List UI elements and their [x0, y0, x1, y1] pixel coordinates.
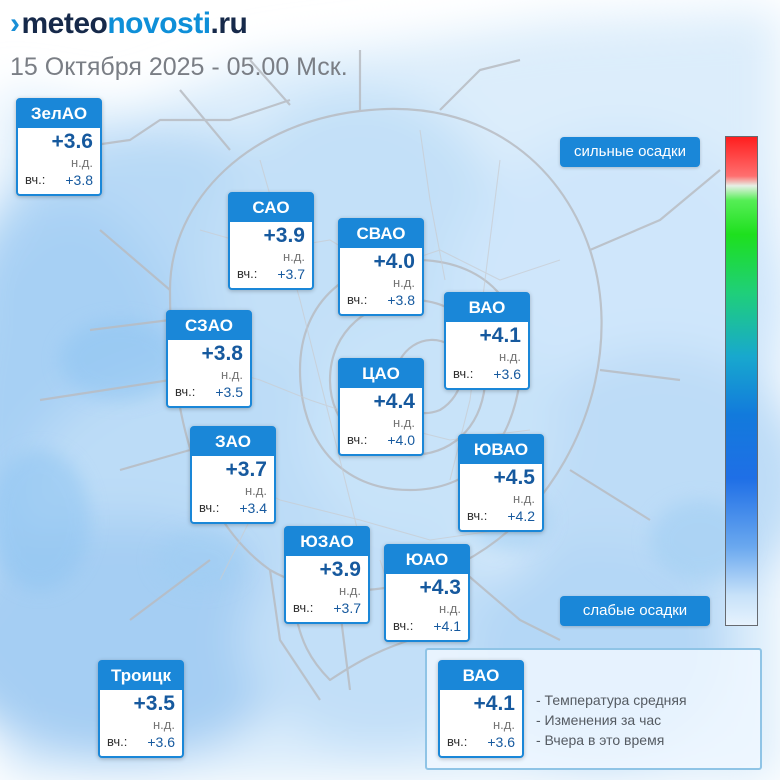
district-card-yuzao[interactable]: ЮЗАО +3.9 н.д. вч.: +3.7	[284, 526, 370, 624]
district-temperature: +4.1	[479, 324, 521, 347]
district-card-zao[interactable]: ЗАО +3.7 н.д. вч.: +3.4	[190, 426, 276, 524]
district-name: ЦАО	[340, 360, 422, 388]
yesterday-value: +3.6	[493, 366, 521, 382]
legend-line-hourly-change: - Изменения за час	[536, 712, 662, 728]
district-hourly-change: н.д.	[499, 349, 521, 364]
district-hourly-change: н.д.	[393, 415, 415, 430]
district-hourly-change: н.д.	[393, 275, 415, 290]
logo-text-meteo: meteo	[21, 7, 108, 40]
district-yesterday-row: вч.: +3.7	[230, 264, 312, 284]
yesterday-label: вч.:	[25, 172, 46, 187]
district-card-svao[interactable]: СВАО +4.0 н.д. вч.: +3.8	[338, 218, 424, 316]
district-temperature: +3.7	[225, 458, 267, 481]
district-name: ЮАО	[386, 546, 468, 574]
district-card-zelao[interactable]: ЗелАО +3.6 н.д. вч.: +3.8	[16, 98, 102, 196]
district-temperature: +4.1	[473, 692, 515, 715]
district-yesterday-row: вч.: +4.0	[340, 430, 422, 450]
district-card-sao[interactable]: САО +3.9 н.д. вч.: +3.7	[228, 192, 314, 290]
district-name: ЮВАО	[460, 436, 542, 464]
district-temperature: +3.6	[51, 130, 93, 153]
district-hourly-change: н.д.	[283, 249, 305, 264]
district-temperature: +3.8	[201, 342, 243, 365]
district-hourly-change: н.д.	[221, 367, 243, 382]
district-yesterday-row: вч.: +3.5	[168, 382, 250, 402]
district-name: Троицк	[100, 662, 182, 690]
yesterday-label: вч.:	[447, 734, 468, 749]
district-name: ВАО	[440, 662, 522, 690]
yesterday-value: +3.7	[277, 266, 305, 282]
legend-line-average-temperature: - Температура средняя	[536, 692, 687, 708]
district-name: ЗелАО	[18, 100, 100, 128]
district-temperature: +3.5	[133, 692, 175, 715]
district-yesterday-row: вч.: +3.4	[192, 498, 274, 518]
yesterday-value: +3.4	[239, 500, 267, 516]
district-hourly-change: н.д.	[439, 601, 461, 616]
district-card-szao[interactable]: СЗАО +3.8 н.д. вч.: +3.5	[166, 310, 252, 408]
yesterday-label: вч.:	[107, 734, 128, 749]
yesterday-value: +3.7	[333, 600, 361, 616]
yesterday-value: +3.6	[147, 734, 175, 750]
heavy-precipitation-label: сильные осадки	[560, 137, 700, 167]
report-datetime: 15 Октября 2025 - 05.00 Мск.	[10, 53, 348, 81]
district-yesterday-row: вч.: +3.7	[286, 598, 368, 618]
light-precipitation-label: слабые осадки	[560, 596, 710, 626]
district-name: ВАО	[446, 294, 528, 322]
district-temperature: +4.4	[373, 390, 415, 413]
district-hourly-change: н.д.	[339, 583, 361, 598]
logo-mark: ›	[10, 7, 20, 40]
yesterday-label: вч.:	[453, 366, 474, 381]
logo-text-ru: .ru	[210, 7, 248, 40]
district-hourly-change: н.д.	[493, 717, 515, 732]
district-name: ЗАО	[192, 428, 274, 456]
district-hourly-change: н.д.	[513, 491, 535, 506]
district-name: САО	[230, 194, 312, 222]
district-hourly-change: н.д.	[153, 717, 175, 732]
yesterday-value: +3.8	[65, 172, 93, 188]
yesterday-label: вч.:	[347, 432, 368, 447]
precipitation-color-scale	[725, 136, 758, 626]
district-card-cao[interactable]: ЦАО +4.4 н.д. вч.: +4.0	[338, 358, 424, 456]
district-yesterday-row: вч.: +3.8	[18, 170, 100, 190]
yesterday-value: +3.5	[215, 384, 243, 400]
district-temperature: +3.9	[263, 224, 305, 247]
yesterday-label: вч.:	[237, 266, 258, 281]
yesterday-label: вч.:	[199, 500, 220, 515]
district-temperature: +3.9	[319, 558, 361, 581]
district-name: СЗАО	[168, 312, 250, 340]
yesterday-label: вч.:	[347, 292, 368, 307]
district-card-troitsk[interactable]: Троицк +3.5 н.д. вч.: +3.6	[98, 660, 184, 758]
yesterday-value: +4.0	[387, 432, 415, 448]
site-logo[interactable]: ›meteonovosti.ru	[10, 6, 248, 42]
yesterday-label: вч.:	[175, 384, 196, 399]
yesterday-value: +3.6	[487, 734, 515, 750]
yesterday-value: +4.2	[507, 508, 535, 524]
district-card-vao[interactable]: ВАО +4.1 н.д. вч.: +3.6	[444, 292, 530, 390]
yesterday-label: вч.:	[393, 618, 414, 633]
district-temperature: +4.5	[493, 466, 535, 489]
yesterday-label: вч.:	[467, 508, 488, 523]
district-hourly-change: н.д.	[245, 483, 267, 498]
district-temperature: +4.0	[373, 250, 415, 273]
district-card-yuao[interactable]: ЮАО +4.3 н.д. вч.: +4.1	[384, 544, 470, 642]
district-yesterday-row: вч.: +3.8	[340, 290, 422, 310]
district-name: ЮЗАО	[286, 528, 368, 556]
yesterday-value: +4.1	[433, 618, 461, 634]
legend-descriptions: - Температура средняя - Изменения за час…	[536, 690, 687, 750]
legend-sample-card: ВАО +4.1 н.д. вч.: +3.6	[438, 660, 524, 758]
district-yesterday-row: вч.: +4.1	[386, 616, 468, 636]
district-yesterday-row: вч.: +4.2	[460, 506, 542, 526]
district-yesterday-row: вч.: +3.6	[440, 732, 522, 752]
district-yesterday-row: вч.: +3.6	[446, 364, 528, 384]
district-name: СВАО	[340, 220, 422, 248]
district-hourly-change: н.д.	[71, 155, 93, 170]
logo-text-novosti: novosti	[107, 7, 211, 40]
legend-line-yesterday: - Вчера в это время	[536, 732, 665, 748]
district-yesterday-row: вч.: +3.6	[100, 732, 182, 752]
district-card-yuvao[interactable]: ЮВАО +4.5 н.д. вч.: +4.2	[458, 434, 544, 532]
yesterday-value: +3.8	[387, 292, 415, 308]
district-temperature: +4.3	[419, 576, 461, 599]
yesterday-label: вч.:	[293, 600, 314, 615]
